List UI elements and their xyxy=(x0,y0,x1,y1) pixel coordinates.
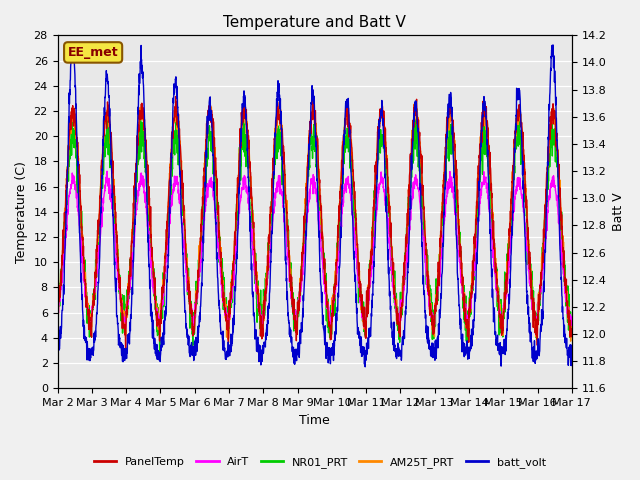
Y-axis label: Batt V: Batt V xyxy=(612,192,625,231)
Title: Temperature and Batt V: Temperature and Batt V xyxy=(223,15,406,30)
X-axis label: Time: Time xyxy=(300,414,330,427)
Legend: PanelTemp, AirT, NR01_PRT, AM25T_PRT, batt_volt: PanelTemp, AirT, NR01_PRT, AM25T_PRT, ba… xyxy=(90,452,550,472)
Y-axis label: Temperature (C): Temperature (C) xyxy=(15,161,28,263)
Text: EE_met: EE_met xyxy=(68,46,118,59)
